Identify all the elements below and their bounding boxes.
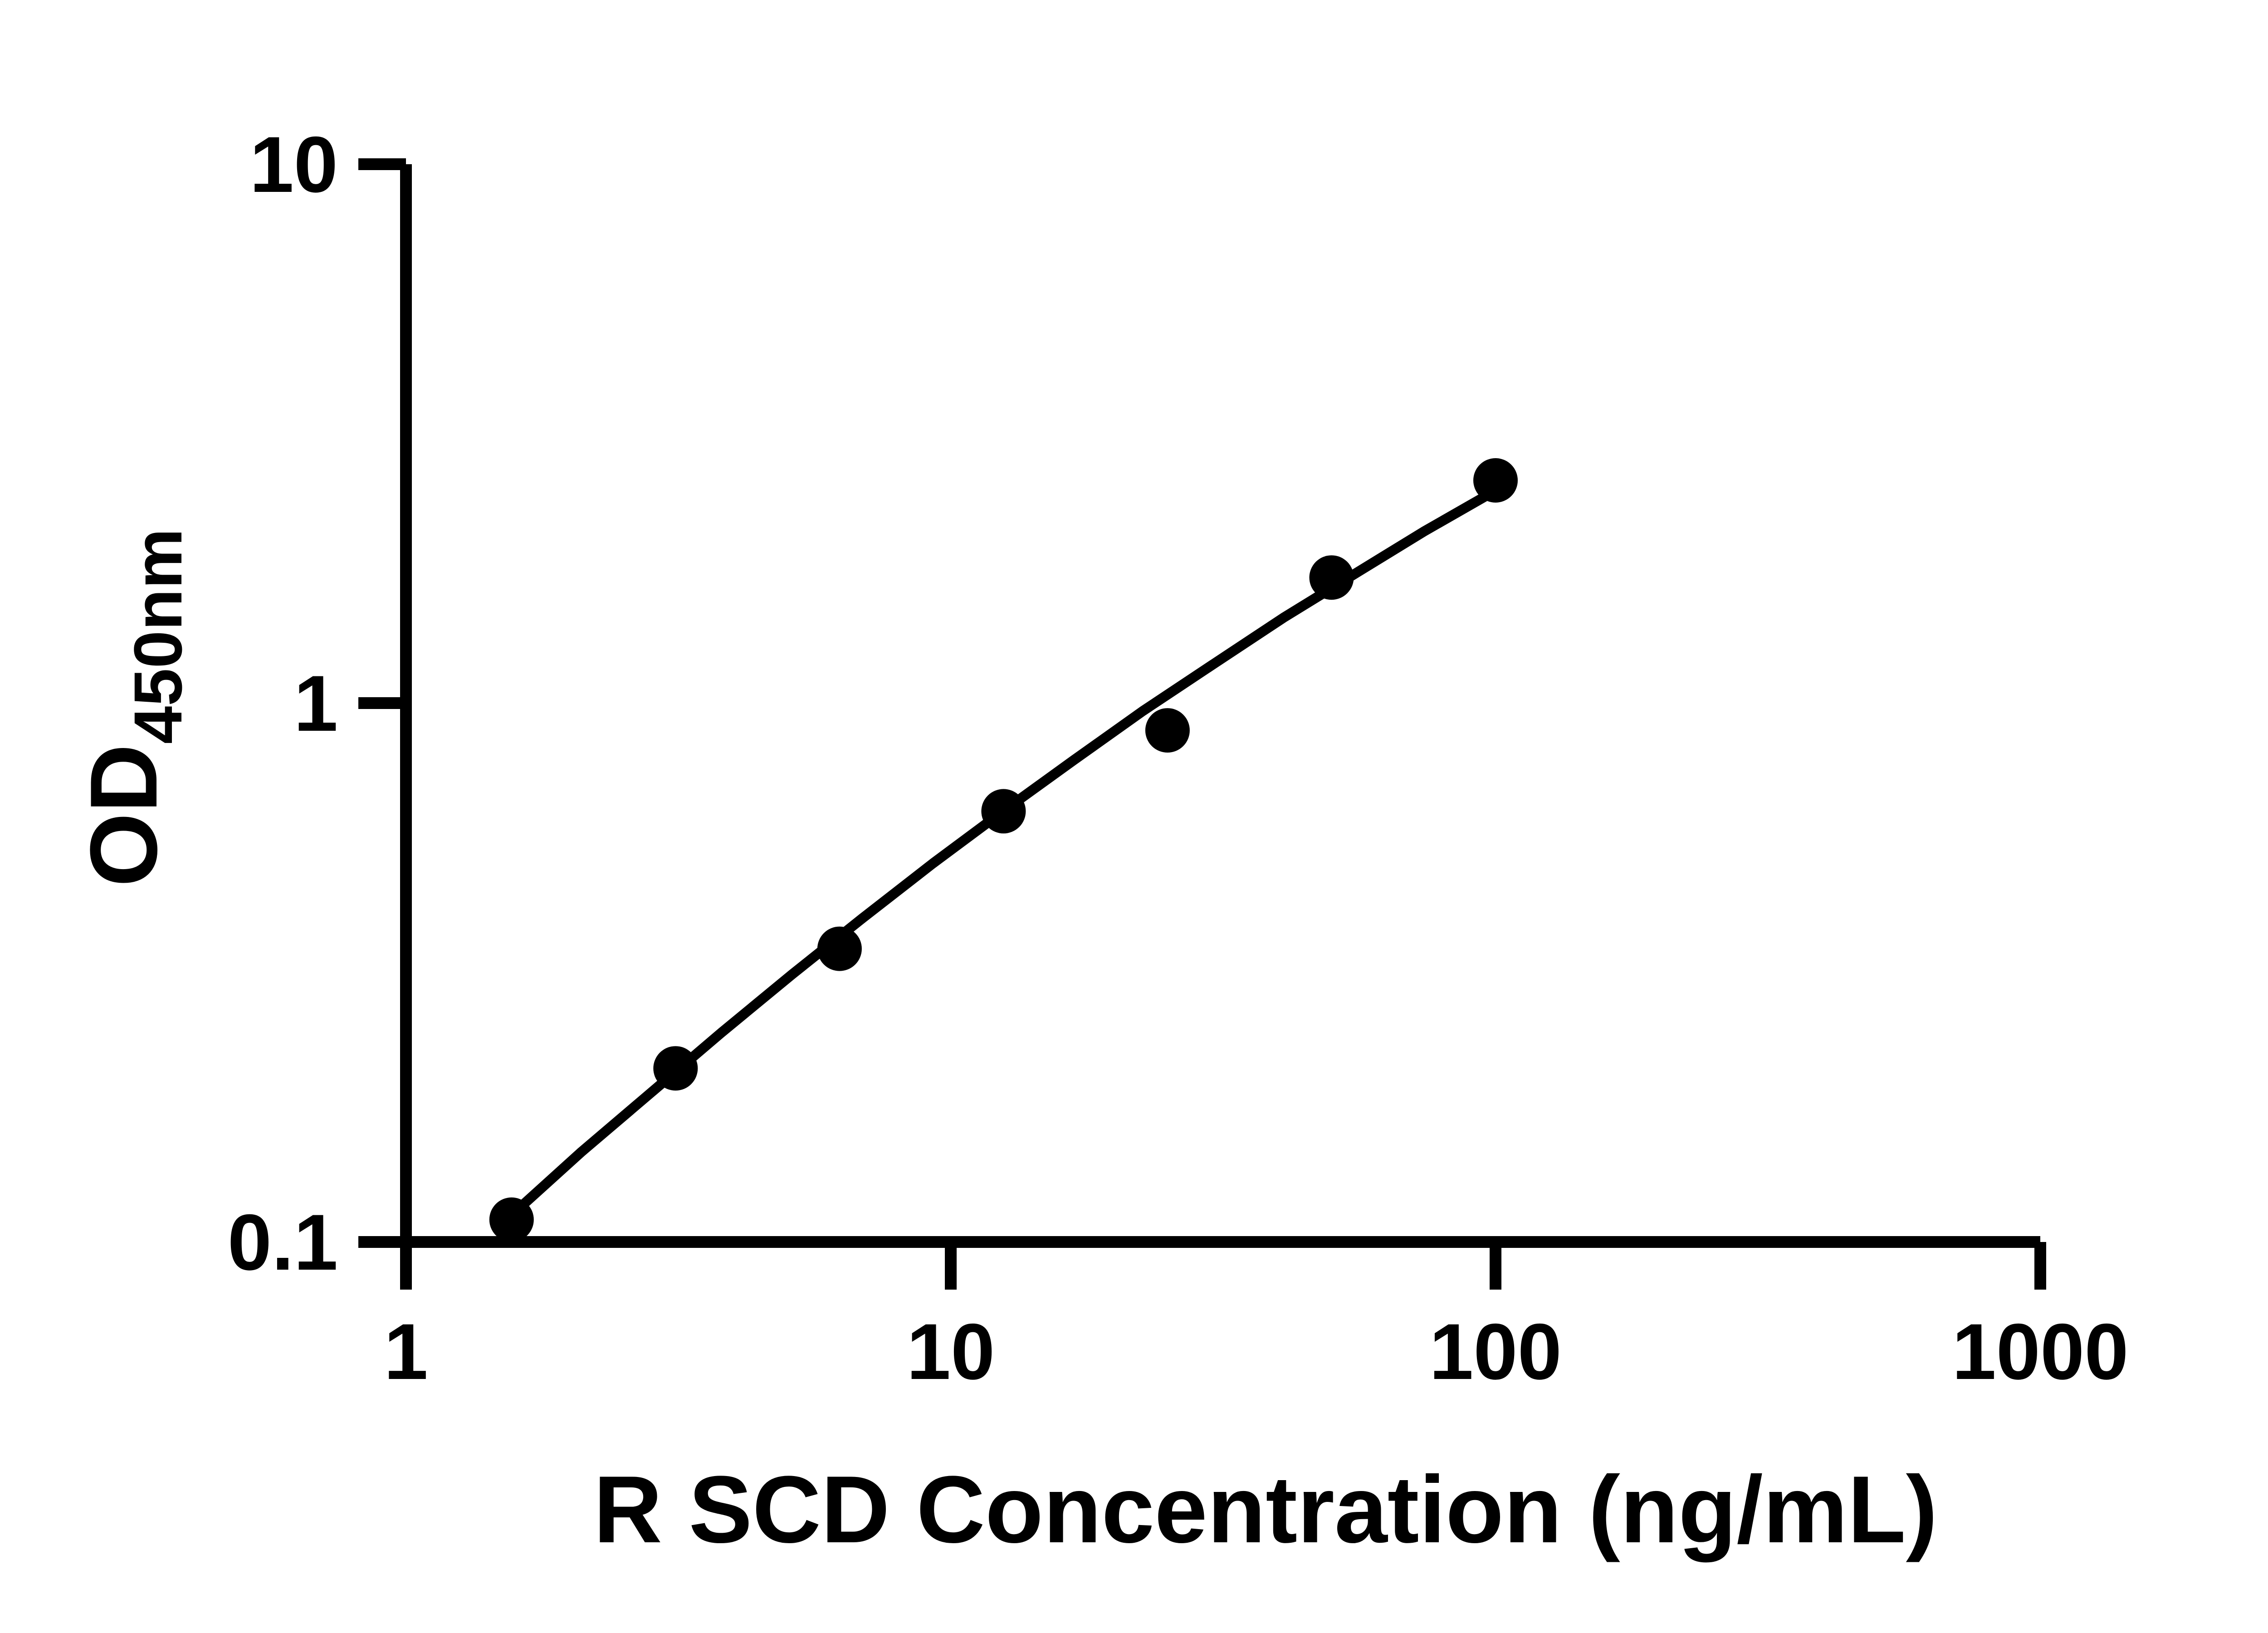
y-axis-ticks: 0.1 1 10 [228,121,406,1287]
data-point [489,1197,534,1242]
fit-curve-line [506,486,1499,1221]
axes [358,164,2040,1290]
y-axis-title-subscript: 450nm [120,528,196,744]
y-axis-title: OD450nm [70,528,196,887]
x-tick-label: 100 [1429,1308,1562,1396]
data-points [489,458,1518,1242]
data-point [1145,708,1190,753]
data-point [817,926,862,971]
data-point [653,1046,698,1091]
x-axis-title: R SCD Concentration (ng/mL) [593,1456,1937,1563]
data-point [981,789,1026,834]
y-tick-label: 10 [249,121,338,209]
data-point [1309,555,1354,600]
data-point [1473,458,1518,503]
y-tick-label: 0.1 [228,1198,338,1287]
y-axis-title-main: OD [70,744,177,887]
x-tick-label: 10 [907,1308,995,1396]
x-axis-ticks: 1 10 100 1000 [384,1242,2129,1396]
x-tick-label: 1000 [1952,1308,2128,1396]
x-tick-label: 1 [384,1308,428,1396]
y-tick-label: 1 [294,660,338,748]
